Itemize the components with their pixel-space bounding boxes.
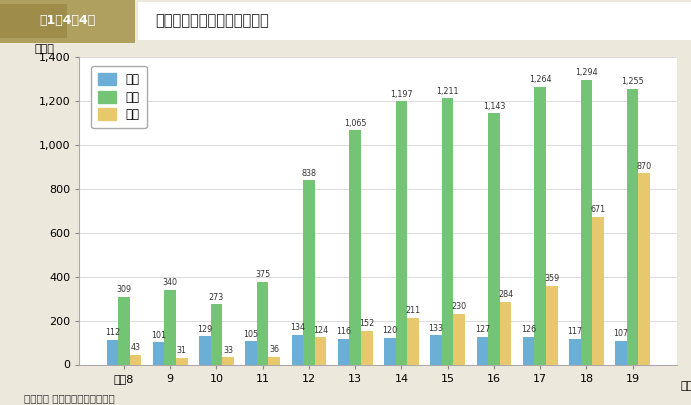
Bar <box>223 357 234 364</box>
Bar <box>453 314 465 364</box>
Text: 夫から妻への犯罪の検挙状況: 夫から妻への犯罪の検挙状況 <box>155 13 269 28</box>
Text: （年）: （年） <box>680 382 691 391</box>
Bar <box>176 358 187 364</box>
Text: 124: 124 <box>313 326 328 335</box>
Text: （件）: （件） <box>35 44 55 53</box>
Bar <box>546 286 558 364</box>
Bar <box>138 2 691 40</box>
Bar <box>442 98 453 364</box>
Text: 1,294: 1,294 <box>575 68 598 77</box>
Text: 671: 671 <box>590 205 605 214</box>
Text: （備考） 警察庁資料より作成。: （備考） 警察庁資料より作成。 <box>24 393 115 403</box>
Bar <box>257 282 269 364</box>
Bar <box>430 335 442 364</box>
Bar <box>396 101 407 364</box>
Text: ㅨ1－4－4図: ㅨ1－4－4図 <box>39 14 95 27</box>
Text: 127: 127 <box>475 325 490 334</box>
Text: 101: 101 <box>151 330 166 340</box>
Legend: 殺人, 傷害, 暴行: 殺人, 傷害, 暴行 <box>91 66 146 128</box>
Text: 36: 36 <box>269 345 279 354</box>
Text: 1,065: 1,065 <box>344 119 366 128</box>
Bar <box>615 341 627 364</box>
Text: 870: 870 <box>636 162 652 171</box>
Text: 273: 273 <box>209 293 224 302</box>
Text: 1,264: 1,264 <box>529 75 551 84</box>
Bar <box>130 355 142 364</box>
Bar <box>592 217 604 364</box>
Text: 33: 33 <box>223 345 233 355</box>
Bar <box>0 4 67 38</box>
Bar <box>338 339 350 365</box>
Bar <box>500 302 511 364</box>
Bar <box>153 342 164 364</box>
Text: 105: 105 <box>244 330 258 339</box>
Bar <box>314 337 326 365</box>
Bar <box>269 356 280 364</box>
Bar <box>303 180 314 364</box>
Text: 120: 120 <box>382 326 397 335</box>
Bar <box>0 0 135 43</box>
Bar <box>488 113 500 364</box>
Bar <box>361 331 372 364</box>
Bar <box>211 305 223 364</box>
Bar <box>638 173 650 364</box>
Text: 126: 126 <box>521 325 536 334</box>
Text: 1,211: 1,211 <box>437 87 459 96</box>
Text: 284: 284 <box>498 290 513 299</box>
Bar <box>292 335 303 364</box>
Bar <box>118 296 130 364</box>
Text: 309: 309 <box>116 285 131 294</box>
Bar <box>580 80 592 364</box>
Text: 359: 359 <box>544 274 560 283</box>
Text: 134: 134 <box>290 324 305 333</box>
Bar <box>106 340 118 364</box>
Text: 838: 838 <box>301 168 316 178</box>
Text: 107: 107 <box>614 329 629 338</box>
Text: 152: 152 <box>359 320 375 328</box>
Text: 116: 116 <box>336 327 351 337</box>
Text: 43: 43 <box>131 343 140 352</box>
Text: 1,255: 1,255 <box>621 77 644 86</box>
Bar <box>384 338 396 365</box>
Text: 375: 375 <box>255 271 270 279</box>
Text: 230: 230 <box>452 302 467 311</box>
Text: 211: 211 <box>406 307 421 315</box>
Text: 1,197: 1,197 <box>390 90 413 99</box>
Text: 340: 340 <box>162 278 178 287</box>
Bar <box>627 89 638 364</box>
Bar <box>523 337 534 364</box>
Bar <box>407 318 419 364</box>
Bar <box>534 87 546 365</box>
Text: 133: 133 <box>428 324 444 333</box>
Text: 112: 112 <box>105 328 120 337</box>
Text: 117: 117 <box>567 327 583 336</box>
Bar <box>199 336 211 364</box>
Text: 1,143: 1,143 <box>483 102 505 111</box>
Bar <box>164 290 176 364</box>
Text: 31: 31 <box>177 346 187 355</box>
Bar <box>569 339 580 364</box>
Bar <box>245 341 257 364</box>
Bar <box>477 337 488 365</box>
Bar <box>350 130 361 364</box>
Text: 129: 129 <box>197 324 213 333</box>
